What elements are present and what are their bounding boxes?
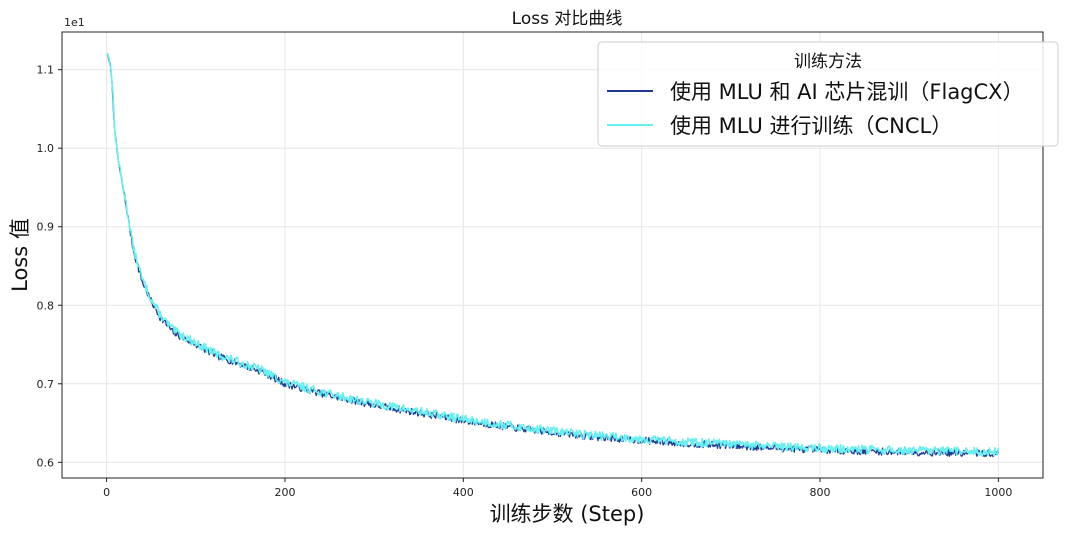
y-axis-title: Loss 值: [8, 218, 32, 292]
series-line-cncl: [106, 52, 1000, 457]
chart-title: Loss 对比曲线: [512, 9, 623, 29]
legend-title: 训练方法: [794, 52, 862, 72]
y-tick-label: 0.8: [37, 299, 55, 312]
y-tick-label: 1.1: [37, 64, 55, 77]
x-axis: 0 200 400 600 800 1000: [103, 478, 1012, 499]
y-tick-label: 0.6: [37, 456, 55, 469]
y-tick-label: 0.7: [37, 378, 55, 391]
legend-box: [597, 41, 1059, 147]
y-tick-label: 1.0: [37, 142, 55, 155]
y-offset-label: 1e1: [64, 16, 85, 29]
grid: [62, 32, 1043, 478]
x-tick-label: 1000: [984, 486, 1012, 499]
x-tick-label: 0: [103, 486, 110, 499]
x-tick-label: 200: [274, 486, 295, 499]
legend-label-flagcx: 使用 MLU 和 AI 芯片混训（FlagCX）: [670, 80, 1024, 104]
plot-frame: [61, 31, 1044, 479]
x-axis-title: 训练步数 (Step): [490, 502, 645, 526]
y-tick-label: 0.9: [37, 221, 55, 234]
legend: 训练方法 使用 MLU 和 AI 芯片混训（FlagCX） 使用 MLU 进行训…: [597, 41, 1059, 147]
x-tick-label: 800: [810, 486, 831, 499]
x-tick-label: 600: [631, 486, 652, 499]
series-layer: [106, 52, 1000, 458]
y-axis: 0.6 0.7 0.8 0.9 1.0 1.1: [37, 64, 62, 469]
legend-label-cncl: 使用 MLU 进行训练（CNCL）: [670, 114, 952, 138]
x-tick-label: 400: [453, 486, 474, 499]
